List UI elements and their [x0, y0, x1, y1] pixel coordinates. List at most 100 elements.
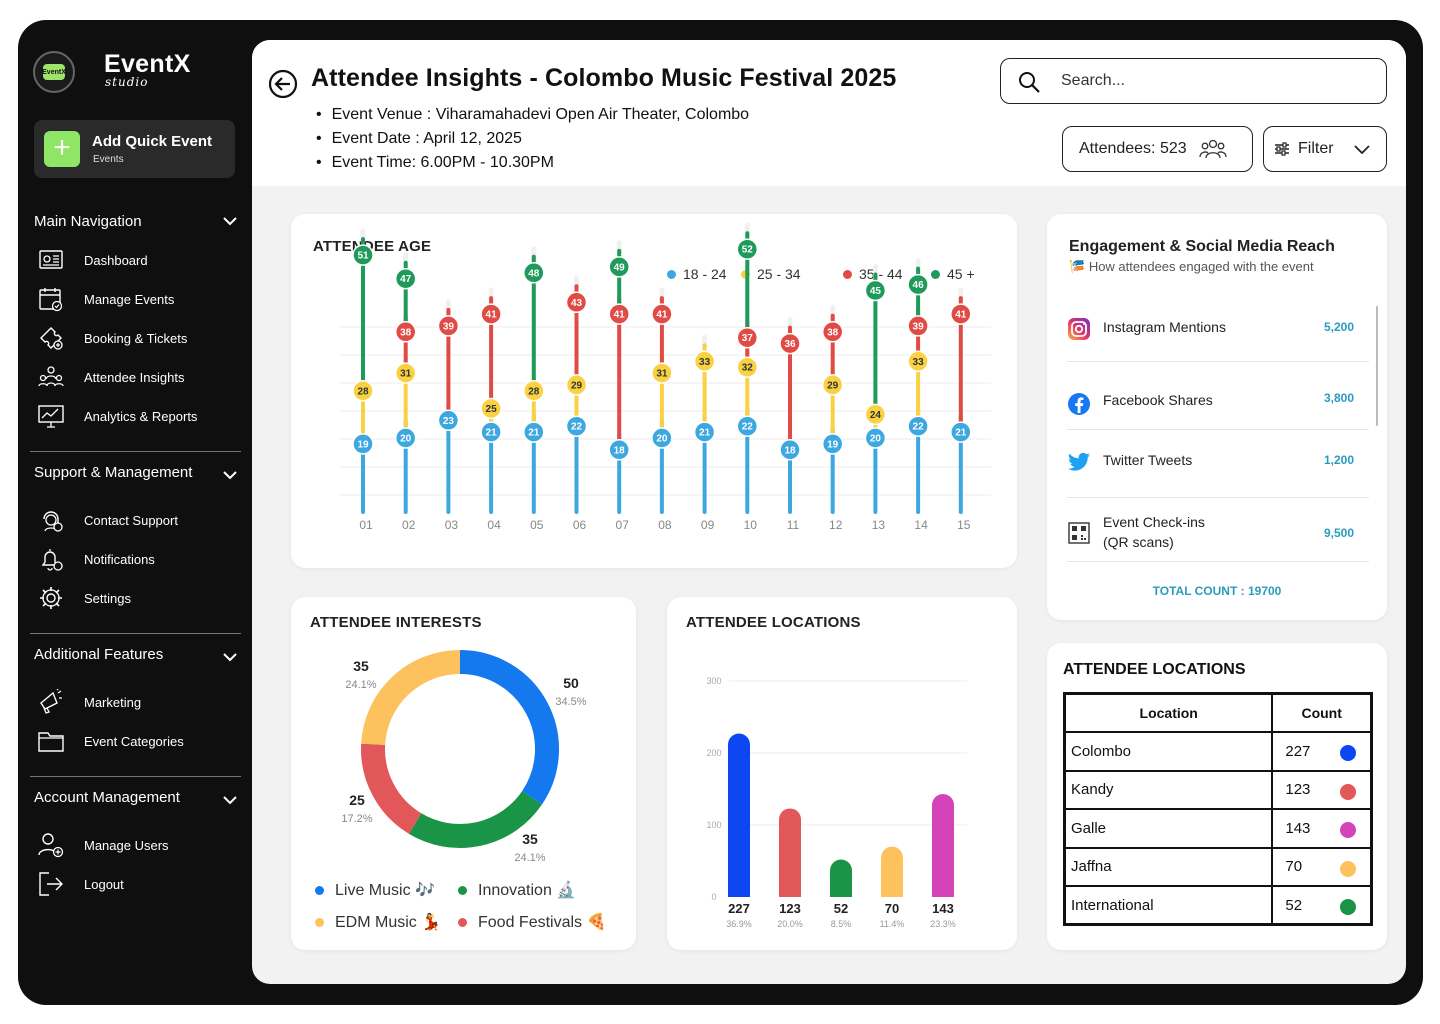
age-point-label: 22 — [571, 422, 583, 433]
search-input[interactable] — [1061, 69, 1361, 93]
age-point — [821, 433, 844, 455]
age-point-label: 47 — [400, 274, 412, 285]
age-point — [394, 427, 417, 449]
chevron-down-icon[interactable] — [223, 468, 237, 482]
add-quick-event-button[interactable]: + Add Quick Event Events — [34, 120, 235, 178]
age-point-label: 21 — [955, 428, 967, 439]
section-additional-features[interactable]: Additional Features — [34, 646, 164, 663]
bell-icon — [41, 549, 63, 571]
section-main-navigation[interactable]: Main Navigation — [34, 213, 142, 230]
slice-value-label: 25 — [349, 792, 365, 808]
sidebar-item-contact-support[interactable]: Contact Support — [38, 506, 238, 534]
sidebar-item-notifications[interactable]: Notifications — [38, 545, 238, 573]
age-legend-item: 45 + — [931, 266, 975, 282]
location-cell: Kandy — [1063, 769, 1274, 810]
attendees-count-pill[interactable]: Attendees: 523 — [1062, 126, 1253, 172]
age-point-label: 18 — [784, 445, 796, 456]
engagement-value: 1,200 — [1323, 453, 1354, 467]
color-dot — [1340, 899, 1356, 915]
sidebar-item-manage-events[interactable]: Manage Events — [38, 285, 238, 313]
engagement-total: TOTAL COUNT : 19700 — [1152, 584, 1282, 598]
y-tick-label: 100 — [706, 820, 721, 830]
table-row[interactable]: Galle 143 — [1063, 808, 1373, 849]
age-point — [352, 244, 374, 266]
sidebar-item-event-categories[interactable]: Event Categories — [38, 727, 238, 755]
location-bar — [932, 794, 954, 897]
bar-value-label: 143 — [932, 901, 954, 916]
age-point — [437, 409, 460, 432]
engagement-row-checkins[interactable]: Event Check-ins (QR scans) 9,500 — [1067, 498, 1369, 562]
section-support-management[interactable]: Support & Management — [34, 464, 193, 481]
attendee-interests-card: ATTENDEE INTERESTS 50 34.5% 35 24.1% 25 17.2%… — [291, 597, 636, 950]
chevron-down-icon[interactable] — [223, 793, 237, 807]
age-point — [480, 397, 502, 420]
search-box[interactable] — [1000, 58, 1387, 104]
age-point-label: 20 — [870, 434, 882, 445]
bar-value-label: 123 — [779, 901, 801, 916]
age-point — [651, 362, 673, 384]
sidebar-item-label: Logout — [84, 876, 124, 892]
age-point-label: 25 — [486, 404, 498, 415]
sidebar-item-attendee-insights[interactable]: Attendee Insights — [38, 363, 238, 391]
sidebar-item-analytics-reports[interactable]: Analytics & Reports — [38, 402, 238, 430]
column-header-location[interactable]: Location — [1063, 692, 1274, 733]
age-point — [523, 262, 545, 284]
age-point — [565, 415, 588, 437]
brand-subtitle: studio — [105, 75, 149, 89]
filter-dropdown[interactable]: Filter — [1263, 126, 1387, 172]
legend-dot — [931, 269, 940, 279]
table-row[interactable]: Kandy 123 — [1063, 769, 1373, 810]
x-tick-label: 03 — [445, 518, 459, 532]
donut-slice — [408, 790, 542, 848]
sidebar-item-logout[interactable]: Logout — [38, 870, 238, 898]
count-cell: 143 — [1271, 808, 1373, 849]
x-tick-label: 02 — [402, 518, 416, 532]
event-details: Event Venue : Viharamahadevi Open Air Th… — [316, 103, 749, 175]
age-point-label: 21 — [528, 428, 540, 439]
qr-code-icon — [1068, 522, 1090, 544]
age-point — [736, 326, 759, 349]
sidebar-item-dashboard[interactable]: Dashboard — [38, 246, 238, 274]
legend-dot — [843, 269, 852, 279]
donut-slice — [361, 650, 461, 746]
sidebar-divider — [30, 633, 241, 634]
column-header-count[interactable]: Count — [1271, 692, 1373, 733]
table-row[interactable]: Colombo 227 — [1063, 731, 1373, 772]
age-point-label: 52 — [742, 245, 754, 256]
chevron-down-icon[interactable] — [223, 650, 237, 664]
chevron-down-icon[interactable] — [223, 214, 237, 228]
sidebar-item-manage-users[interactable]: Manage Users — [38, 831, 238, 859]
table-row[interactable]: International 52 — [1063, 885, 1373, 926]
sidebar-item-booking-tickets[interactable]: Booking & Tickets — [38, 324, 238, 352]
slice-value-label: 35 — [353, 658, 369, 674]
y-tick-label: 200 — [706, 748, 721, 758]
table-row[interactable]: Jaffna 70 — [1063, 846, 1373, 887]
scrollbar[interactable] — [1376, 306, 1378, 426]
engagement-row-instagram[interactable]: Instagram Mentions 5,200 — [1067, 304, 1369, 362]
age-point — [394, 362, 417, 384]
section-account-management[interactable]: Account Management — [34, 789, 180, 806]
sidebar-item-settings[interactable]: Settings — [38, 584, 238, 612]
age-point — [864, 427, 887, 449]
interest-legend-item: EDM Music 💃 — [315, 912, 441, 932]
back-arrow-icon[interactable] — [268, 69, 298, 99]
users-group-icon — [1198, 139, 1227, 159]
bar-value-label: 52 — [834, 901, 848, 916]
age-point-label: 37 — [742, 333, 754, 344]
engagement-row-twitter[interactable]: Twitter Tweets 1,200 — [1067, 430, 1369, 498]
slice-value-label: 50 — [563, 675, 579, 691]
attendee-age-chart: 19 28 51 01 20 31 38 47 02 23 39 03 21 25 41 04 21 28 48 05… — [339, 222, 991, 532]
y-tick-label: 300 — [706, 676, 721, 686]
age-point-label: 24 — [870, 410, 882, 421]
sidebar-item-marketing[interactable]: Marketing — [38, 688, 238, 716]
engagement-row-facebook[interactable]: Facebook Shares 3,800 — [1067, 362, 1369, 430]
engagement-value: 3,800 — [1323, 391, 1354, 405]
folder-icon — [38, 732, 64, 752]
x-tick-label: 13 — [872, 518, 886, 532]
age-legend-label: 25 - 34 — [757, 266, 801, 282]
attendee-locations-chart-title: ATTENDEE LOCATIONS — [686, 614, 861, 631]
age-point-label: 29 — [827, 380, 839, 391]
sidebar-item-label: Analytics & Reports — [84, 408, 198, 424]
age-point — [608, 303, 630, 325]
attendee-locations-bar-chart: 0 100 200 300 227 36.9% 123 20.0% 52 8.5% 70 11.4% 1… — [706, 676, 967, 929]
